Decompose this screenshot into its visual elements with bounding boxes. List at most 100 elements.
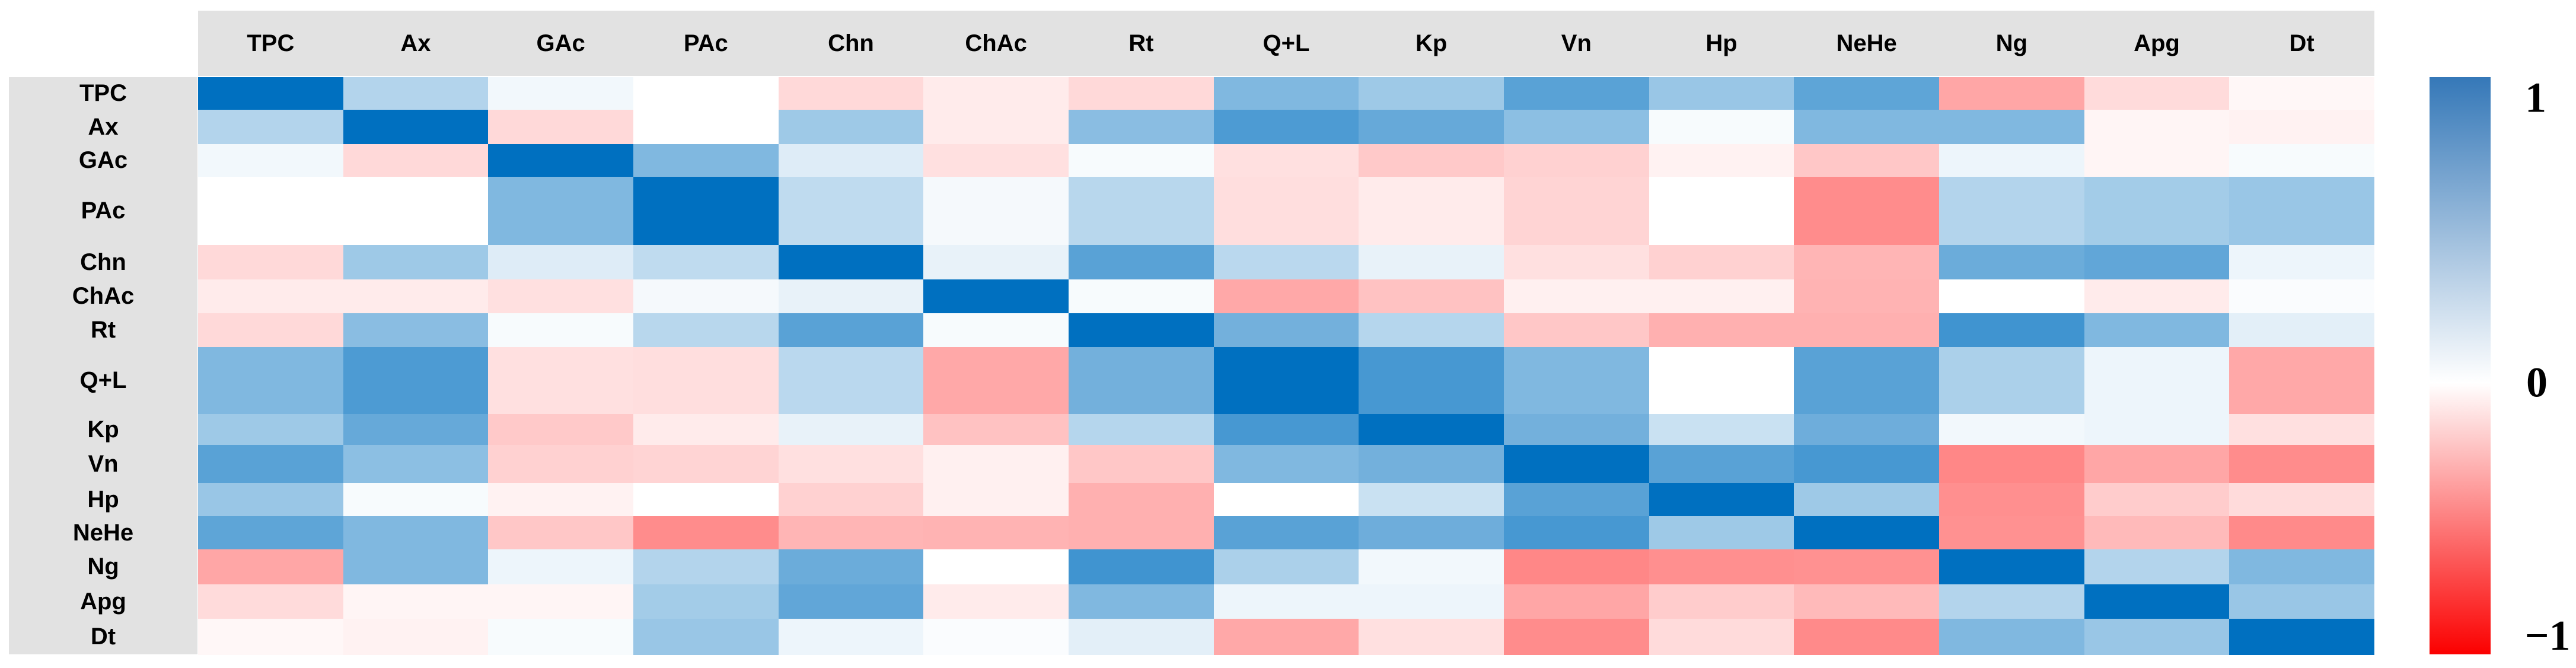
heatmap-cell: [1069, 110, 1214, 145]
heatmap-cell: [1069, 313, 1214, 348]
heatmap-cell: [2084, 245, 2230, 280]
column-header-label: NeHe: [1836, 30, 1897, 56]
heatmap-cell: [1794, 279, 1940, 314]
row-label: PAc: [81, 198, 126, 224]
heatmap-cell: [923, 516, 1069, 550]
heatmap-cell: [1794, 516, 1940, 550]
column-header-label: Dt: [2289, 30, 2314, 56]
heatmap-cell: [488, 144, 634, 177]
heatmap-cell: [198, 584, 344, 619]
column-header-label: Chn: [828, 30, 874, 56]
heatmap-cell: [778, 144, 924, 177]
heatmap-cell: [1504, 549, 1650, 585]
heatmap-cell: [923, 445, 1069, 483]
heatmap-cell: [1504, 414, 1650, 446]
heatmap-cell: [1939, 483, 2085, 517]
heatmap-cell: [1939, 414, 2085, 446]
row-label: NeHe: [72, 519, 134, 546]
heatmap-cell: [1359, 177, 1504, 246]
heatmap-cell: [1504, 245, 1650, 280]
heatmap-cell: [778, 110, 924, 145]
row-label: Apg: [80, 588, 126, 615]
heatmap-cell: [1213, 245, 1359, 280]
heatmap-cell: [1069, 77, 1214, 110]
heatmap-cell: [2229, 245, 2375, 280]
row-label: Dt: [90, 623, 116, 650]
heatmap-cell: [1649, 313, 1794, 348]
heatmap-cell: [778, 245, 924, 280]
row-label-column: [9, 77, 197, 654]
heatmap-cell: [343, 144, 489, 177]
heatmap-cell: [1213, 549, 1359, 585]
heatmap-cell: [1069, 414, 1214, 446]
heatmap-cell: [1649, 77, 1794, 110]
heatmap-cell: [633, 516, 779, 550]
heatmap-cell: [1069, 549, 1214, 585]
heatmap-cell: [1359, 584, 1504, 619]
heatmap-cell: [198, 347, 344, 415]
heatmap-cell: [778, 445, 924, 483]
column-header-label: Apg: [2134, 30, 2180, 56]
heatmap-cell: [923, 245, 1069, 280]
heatmap-cell: [778, 516, 924, 550]
heatmap-cell: [923, 347, 1069, 415]
column-header-label: Q+L: [1263, 30, 1310, 56]
heatmap-cell: [2229, 619, 2375, 655]
heatmap-cell: [778, 313, 924, 348]
heatmap-cell: [2229, 279, 2375, 314]
heatmap-cell: [488, 584, 634, 619]
heatmap-cell: [923, 144, 1069, 177]
heatmap-cell: [633, 245, 779, 280]
column-header-label: Rt: [1128, 30, 1154, 56]
heatmap-cell: [488, 516, 634, 550]
heatmap-cell: [488, 110, 634, 145]
heatmap-cell: [1794, 619, 1940, 655]
heatmap-cell: [488, 313, 634, 348]
heatmap-cell: [1649, 144, 1794, 177]
heatmap-cell: [1359, 77, 1504, 110]
heatmap-cell: [1649, 584, 1794, 619]
heatmap-cell: [198, 245, 344, 280]
row-label: Kp: [87, 416, 119, 443]
heatmap-cell: [198, 177, 344, 246]
heatmap-cell: [1504, 77, 1650, 110]
heatmap-cell: [1213, 279, 1359, 314]
heatmap-cell: [2229, 445, 2375, 483]
heatmap-cell: [1794, 483, 1940, 517]
heatmap-cell: [1649, 619, 1794, 655]
row-label: ChAc: [72, 283, 135, 309]
heatmap-cell: [1939, 279, 2085, 314]
heatmap-cell: [343, 414, 489, 446]
heatmap-cell: [1939, 347, 2085, 415]
heatmap-cell: [1794, 144, 1940, 177]
heatmap-cell: [1939, 110, 2085, 145]
heatmap-cell: [1649, 177, 1794, 246]
heatmap-cell: [343, 110, 489, 145]
heatmap-cell: [1504, 313, 1650, 348]
heatmap-cell: [488, 414, 634, 446]
column-header-label: Ax: [400, 30, 431, 56]
heatmap-cell: [198, 414, 344, 446]
row-label: GAc: [78, 147, 128, 173]
heatmap-cell: [778, 414, 924, 446]
heatmap-cell: [1069, 245, 1214, 280]
heatmap-cell: [778, 619, 924, 655]
heatmap-cell: [488, 445, 634, 483]
heatmap-cell: [1649, 414, 1794, 446]
heatmap-cell: [2084, 549, 2230, 585]
heatmap-cell: [1359, 619, 1504, 655]
heatmap-cell: [343, 516, 489, 550]
heatmap-cell: [1649, 347, 1794, 415]
heatmap-cell: [1504, 144, 1650, 177]
heatmap-cell: [1213, 110, 1359, 145]
heatmap-cell: [1794, 77, 1940, 110]
heatmap-cell: [2084, 177, 2230, 246]
heatmap-cell: [1649, 110, 1794, 145]
heatmap-cell: [1649, 549, 1794, 585]
heatmap-cell: [1069, 177, 1214, 246]
heatmap-cell: [343, 445, 489, 483]
heatmap-cell: [923, 483, 1069, 517]
heatmap-cell: [1939, 445, 2085, 483]
heatmap-cell: [1069, 144, 1214, 177]
heatmap-cell: [633, 483, 779, 517]
